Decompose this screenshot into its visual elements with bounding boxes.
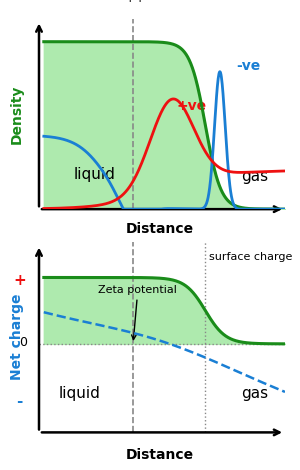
Text: Zeta potential: Zeta potential	[98, 284, 177, 339]
Text: liquid: liquid	[74, 167, 115, 182]
Text: surface charge: surface charge	[209, 252, 292, 262]
Text: Net charge: Net charge	[10, 294, 24, 381]
Text: -ve: -ve	[236, 59, 260, 73]
Text: liquid: liquid	[59, 386, 100, 401]
Text: +: +	[13, 273, 26, 288]
Text: +ve: +ve	[177, 99, 207, 113]
Text: -: -	[16, 394, 22, 409]
Text: 0: 0	[19, 337, 27, 349]
Text: ion slip plane: ion slip plane	[98, 0, 167, 2]
Text: Distance: Distance	[125, 222, 194, 236]
Text: gas: gas	[241, 169, 268, 184]
Text: gas: gas	[241, 386, 268, 401]
Text: Density: Density	[10, 84, 24, 144]
Text: Distance: Distance	[125, 447, 194, 462]
